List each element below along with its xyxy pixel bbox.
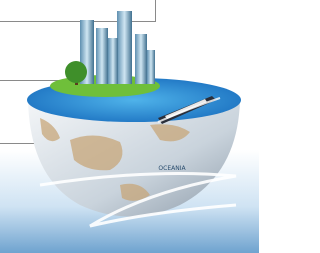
globe-label: OCEANIA — [158, 165, 186, 172]
scene: OCEANIA — [0, 0, 259, 253]
page: OCEANIA (() => { const data = JSON.parse… — [0, 0, 259, 253]
